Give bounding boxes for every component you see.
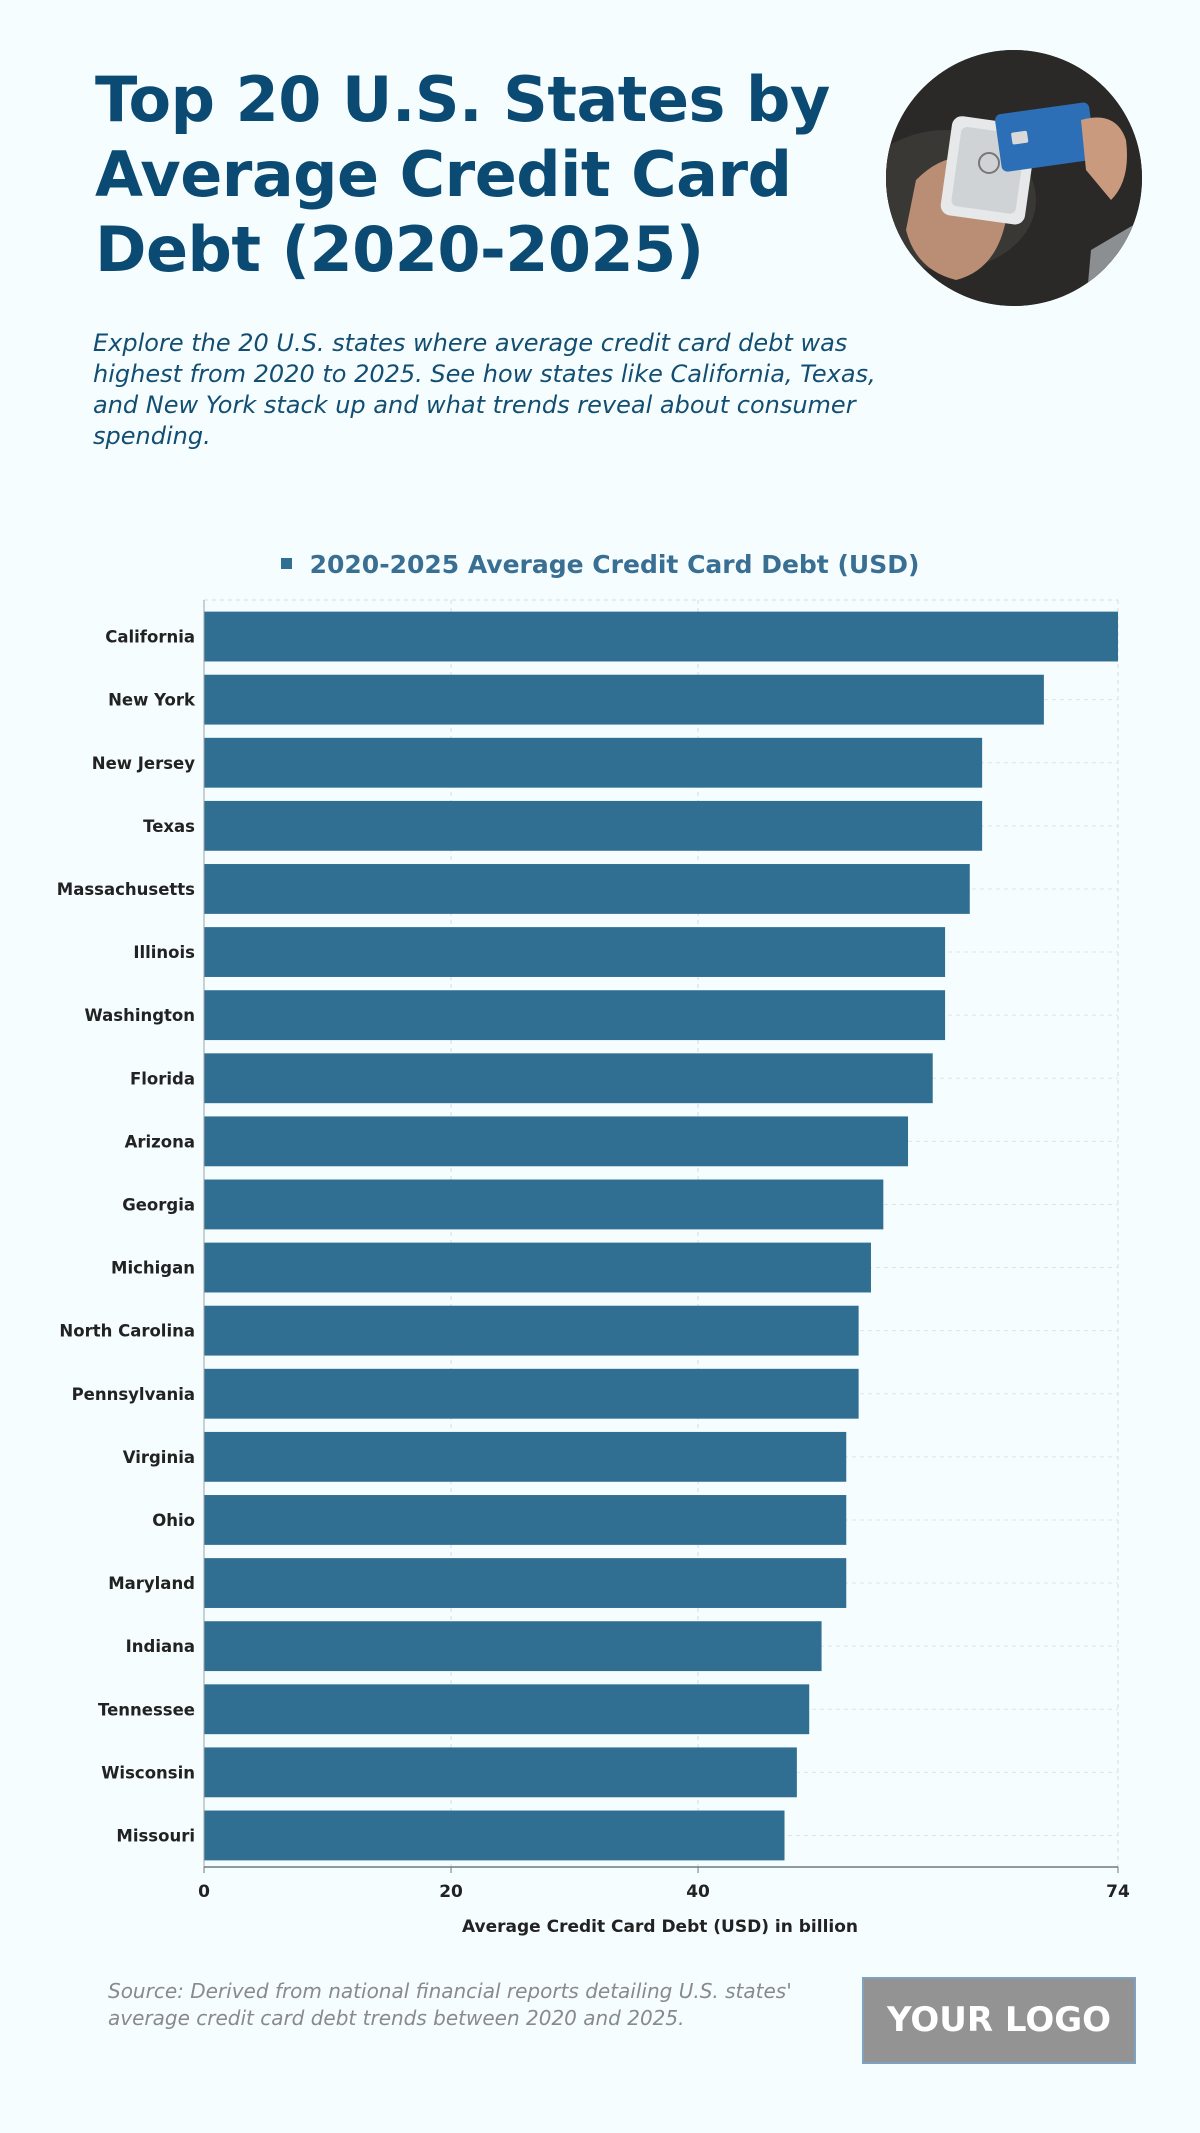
- bar: [204, 1179, 884, 1230]
- bar: [204, 1053, 933, 1104]
- category-label: Florida: [130, 1069, 195, 1088]
- credit-card-photo: [886, 50, 1142, 306]
- bar: [204, 1242, 871, 1293]
- bar: [204, 674, 1044, 725]
- category-label: Tennessee: [98, 1700, 195, 1719]
- bar: [204, 864, 970, 914]
- source-note: Source: Derived from national financial …: [108, 1979, 792, 2030]
- bar: [204, 1810, 785, 1861]
- bar: [204, 1558, 847, 1608]
- bar: [204, 1368, 859, 1419]
- bar: [204, 611, 1118, 662]
- category-label: Wisconsin: [101, 1763, 195, 1782]
- category-label: Pennsylvania: [72, 1385, 195, 1404]
- page-title: Top 20 U.S. States by Average Credit Car…: [95, 63, 830, 286]
- category-label: Georgia: [122, 1195, 195, 1214]
- x-tick-label: 0: [198, 1882, 210, 1900]
- bar: [204, 1305, 859, 1356]
- bar: [204, 1684, 810, 1735]
- chart-legend: 2020-2025 Average Credit Card Debt (USD): [0, 550, 1200, 579]
- category-label: North Carolina: [59, 1322, 195, 1341]
- bar: [204, 1495, 847, 1545]
- x-tick-label: 74: [1106, 1882, 1130, 1900]
- category-label: New Jersey: [92, 754, 195, 773]
- category-label: Ohio: [152, 1511, 195, 1530]
- x-tick-label: 40: [686, 1882, 710, 1900]
- x-tick-label: 20: [439, 1882, 463, 1900]
- bar: [204, 1621, 822, 1672]
- bar: [204, 1116, 909, 1167]
- category-label: Michigan: [111, 1259, 195, 1278]
- category-label: Maryland: [108, 1574, 195, 1593]
- category-label: New York: [108, 691, 196, 710]
- bar: [204, 1747, 797, 1798]
- category-label: Missouri: [116, 1826, 195, 1845]
- legend-swatch: [280, 557, 292, 569]
- category-label: Indiana: [126, 1637, 195, 1656]
- bar: [204, 1431, 847, 1482]
- bar: [204, 927, 946, 977]
- bar: [204, 737, 983, 788]
- page-subtitle: Explore the 20 U.S. states where average…: [93, 329, 876, 450]
- category-label: Arizona: [125, 1132, 195, 1151]
- category-label: Massachusetts: [57, 880, 195, 899]
- category-label: Washington: [85, 1006, 196, 1025]
- category-label: California: [105, 628, 195, 647]
- x-axis-title: Average Credit Card Debt (USD) in billio…: [461, 1917, 859, 1937]
- legend-label: 2020-2025 Average Credit Card Debt (USD): [309, 550, 920, 579]
- bar: [204, 990, 946, 1041]
- category-label: Illinois: [133, 943, 195, 962]
- bar-chart: California New York New Jersey Texas Massach…: [57, 599, 1130, 1900]
- logo-placeholder: YOUR LOGO: [862, 1977, 1136, 2064]
- bar: [204, 800, 983, 851]
- category-label: Virginia: [123, 1448, 195, 1467]
- category-label: Texas: [143, 817, 195, 836]
